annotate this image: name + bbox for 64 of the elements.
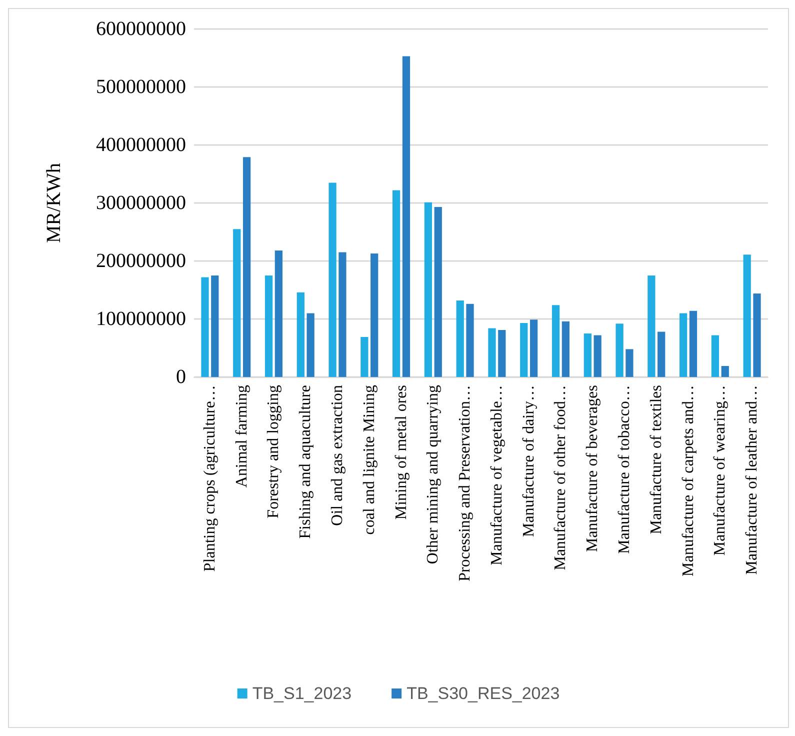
x-tick-label: Processing and Preservation… bbox=[456, 385, 474, 582]
x-tick-label: coal and lignite Mining bbox=[360, 385, 378, 535]
bar bbox=[520, 323, 528, 377]
y-tick-label: 500000000 bbox=[96, 76, 186, 98]
x-tick-label: Animal farming bbox=[233, 385, 250, 488]
y-axis-title: MR/KWh bbox=[43, 163, 65, 243]
bar bbox=[552, 305, 560, 377]
x-tick-label: Manufacture of wearing… bbox=[712, 385, 729, 556]
bar bbox=[402, 56, 410, 377]
x-tick-label: Forestry and logging bbox=[265, 385, 282, 518]
bar bbox=[274, 250, 282, 377]
y-tick-label: 300000000 bbox=[96, 192, 186, 214]
bar bbox=[488, 328, 496, 377]
bar bbox=[328, 182, 336, 377]
bar bbox=[242, 157, 251, 377]
bar bbox=[648, 276, 656, 377]
bar bbox=[562, 321, 570, 377]
x-tick-label: Manufacture of vegetable… bbox=[488, 385, 506, 566]
x-tick-label: Manufacture of dairy… bbox=[520, 385, 538, 537]
bar bbox=[264, 276, 273, 377]
x-tick-label: Manufacture of textiles bbox=[648, 385, 665, 534]
x-tick-label: Fishing and aquaculture bbox=[297, 385, 314, 539]
x-tick-label: Manufacture of tobacco… bbox=[616, 385, 633, 554]
x-tick-label: Manufacture of carpets and… bbox=[680, 385, 697, 576]
bar bbox=[338, 252, 346, 377]
y-tick-label: 0 bbox=[176, 366, 186, 388]
bar bbox=[466, 304, 474, 377]
bar bbox=[616, 324, 624, 377]
bar bbox=[360, 336, 368, 377]
bar bbox=[456, 300, 464, 377]
legend-label: TB_S30_RES_2023 bbox=[406, 684, 560, 703]
bar bbox=[689, 310, 698, 377]
bar bbox=[370, 253, 378, 377]
x-tick-label: Other mining and quarrying bbox=[424, 385, 442, 564]
bar bbox=[434, 207, 442, 377]
x-tick-label: Mining of metal ores bbox=[392, 385, 410, 520]
y-tick-label: 200000000 bbox=[96, 250, 186, 272]
bar bbox=[594, 335, 602, 377]
x-tick-label: Planting crops (agriculture… bbox=[201, 385, 218, 572]
legend-label: TB_S1_2023 bbox=[252, 684, 352, 703]
bar bbox=[498, 330, 506, 377]
bar bbox=[424, 202, 432, 377]
bar bbox=[721, 366, 729, 377]
bar bbox=[711, 335, 720, 377]
bar bbox=[530, 320, 538, 377]
x-tick-label: Oil and gas extraction bbox=[329, 385, 346, 526]
bar bbox=[753, 293, 761, 377]
bar bbox=[296, 292, 304, 377]
bar bbox=[680, 313, 688, 377]
bar bbox=[392, 190, 400, 377]
bar bbox=[658, 332, 666, 377]
y-tick-label: 400000000 bbox=[96, 134, 186, 156]
bar bbox=[626, 349, 634, 377]
x-tick-label: Manufacture of beverages bbox=[584, 385, 602, 552]
bar bbox=[201, 277, 209, 377]
y-tick-label: 100000000 bbox=[96, 308, 186, 330]
x-tick-label: Manufacture of leather and… bbox=[744, 385, 761, 575]
y-tick-label: 600000000 bbox=[96, 18, 186, 40]
bar bbox=[584, 334, 592, 377]
bar bbox=[211, 276, 219, 377]
bar bbox=[743, 254, 751, 377]
bar bbox=[306, 313, 314, 377]
x-tick-label: Manufacture of other food… bbox=[552, 385, 570, 570]
bar bbox=[233, 229, 241, 377]
